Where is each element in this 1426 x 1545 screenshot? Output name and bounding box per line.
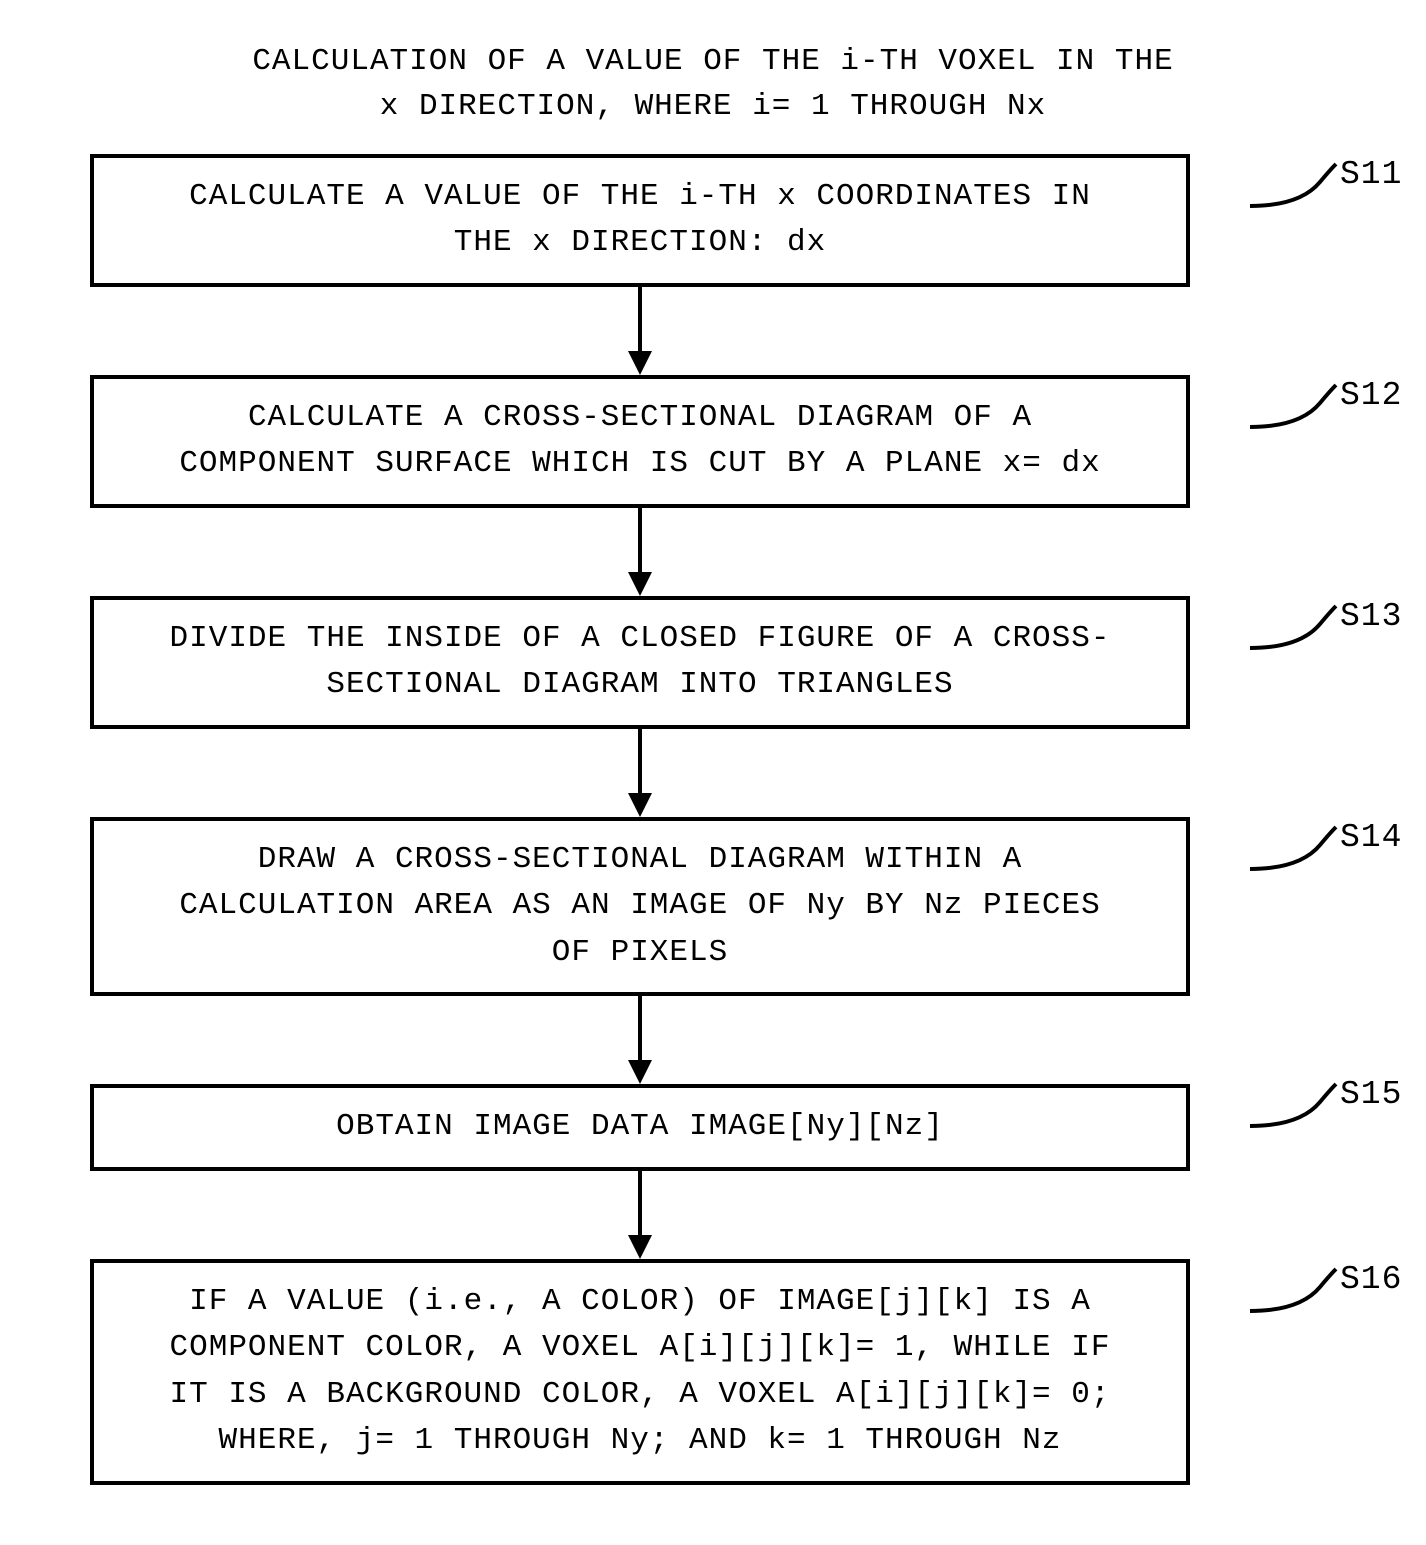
- diagram-title: CALCULATION OF A VALUE OF THE i-TH VOXEL…: [40, 40, 1386, 130]
- curve-icon: [1250, 604, 1340, 652]
- arrow-down-icon: [620, 996, 660, 1084]
- arrow-down-icon: [620, 1171, 660, 1259]
- flow-column: CALCULATE A VALUE OF THE i-TH x COORDINA…: [90, 154, 1190, 1485]
- flow-arrow: [90, 1171, 1190, 1259]
- curve-icon: [1250, 1267, 1340, 1315]
- flow-arrow: [90, 508, 1190, 596]
- arrow-down-icon: [620, 508, 660, 596]
- step-box-s11: CALCULATE A VALUE OF THE i-TH x COORDINA…: [90, 154, 1190, 287]
- curve-icon: [1250, 383, 1340, 431]
- arrow-down-icon: [620, 287, 660, 375]
- step-box-s16: IF A VALUE (i.e., A COLOR) OF IMAGE[j][k…: [90, 1259, 1190, 1485]
- step-label-s11: S11: [1340, 156, 1402, 193]
- step-box-s14: DRAW A CROSS-SECTIONAL DIAGRAM WITHIN A …: [90, 817, 1190, 997]
- step-label-s14: S14: [1340, 819, 1402, 856]
- curve-icon: [1250, 162, 1340, 210]
- arrow-down-icon: [620, 729, 660, 817]
- curve-icon: [1250, 1082, 1340, 1130]
- step-box-s15: OBTAIN IMAGE DATA IMAGE[Ny][Nz]: [90, 1084, 1190, 1171]
- step-label-s15: S15: [1340, 1076, 1402, 1113]
- step-label-s12: S12: [1340, 377, 1402, 414]
- flow-arrow: [90, 729, 1190, 817]
- flowchart-container: CALCULATION OF A VALUE OF THE i-TH VOXEL…: [0, 0, 1426, 1545]
- step-box-s13: DIVIDE THE INSIDE OF A CLOSED FIGURE OF …: [90, 596, 1190, 729]
- flow-arrow: [90, 287, 1190, 375]
- step-label-s13: S13: [1340, 598, 1402, 635]
- step-box-s12: CALCULATE A CROSS-SECTIONAL DIAGRAM OF A…: [90, 375, 1190, 508]
- step-label-s16: S16: [1340, 1261, 1402, 1298]
- flow-arrow: [90, 996, 1190, 1084]
- curve-icon: [1250, 825, 1340, 873]
